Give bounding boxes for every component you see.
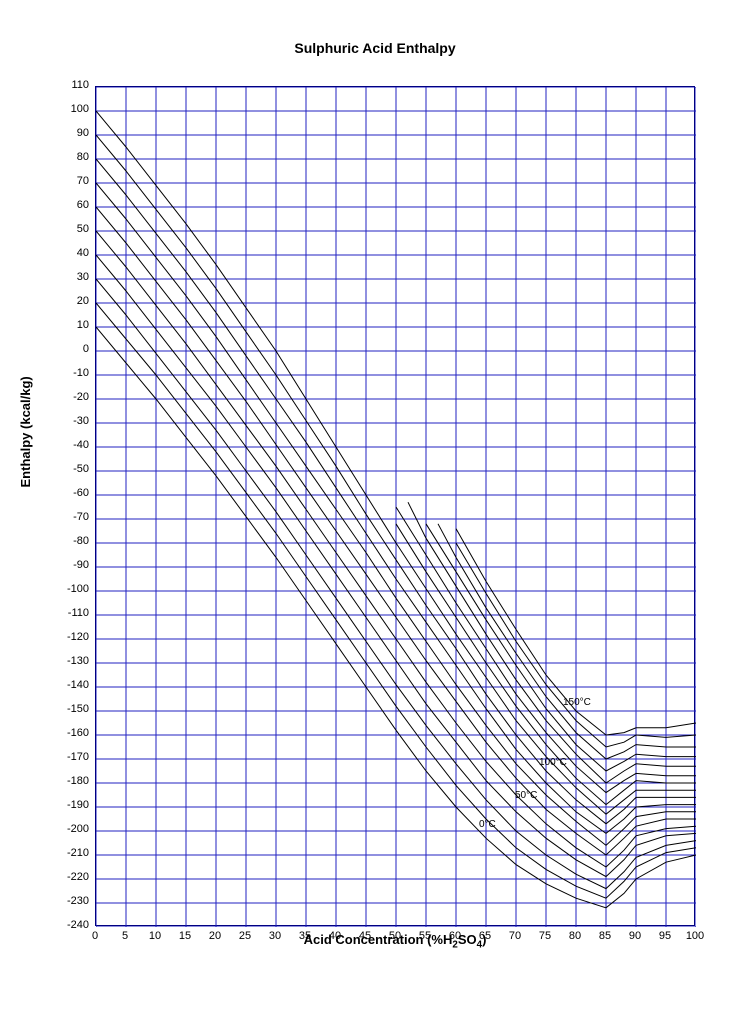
y-tick-label: -150 bbox=[49, 703, 89, 715]
y-tick-label: -100 bbox=[49, 583, 89, 595]
y-tick-label: -140 bbox=[49, 679, 89, 691]
chart-area: Acid Concentration (%H2SO4) -240-230-220… bbox=[95, 86, 750, 951]
y-tick-label: -50 bbox=[49, 463, 89, 475]
y-tick-label: -170 bbox=[49, 751, 89, 763]
y-tick-label: 100 bbox=[49, 103, 89, 115]
x-tick-label: 20 bbox=[203, 930, 227, 942]
x-tick-label: 50 bbox=[383, 930, 407, 942]
y-tick-label: 70 bbox=[49, 175, 89, 187]
x-tick-label: 40 bbox=[323, 930, 347, 942]
x-tick-label: 90 bbox=[623, 930, 647, 942]
y-tick-label: -180 bbox=[49, 775, 89, 787]
x-tick-label: 75 bbox=[533, 930, 557, 942]
y-tick-label: -40 bbox=[49, 439, 89, 451]
x-tick-label: 0 bbox=[83, 930, 107, 942]
y-tick-label: -90 bbox=[49, 559, 89, 571]
x-tick-label: 10 bbox=[143, 930, 167, 942]
x-tick-label: 85 bbox=[593, 930, 617, 942]
y-tick-label: 110 bbox=[49, 79, 89, 91]
series-annotation: 50°C bbox=[515, 790, 537, 801]
y-tick-label: 60 bbox=[49, 199, 89, 211]
y-tick-label: -30 bbox=[49, 415, 89, 427]
x-tick-label: 95 bbox=[653, 930, 677, 942]
series-140°C bbox=[438, 524, 696, 759]
y-tick-label: 80 bbox=[49, 151, 89, 163]
y-tick-label: 30 bbox=[49, 271, 89, 283]
chart-title: Sulphuric Acid Enthalpy bbox=[0, 40, 750, 56]
series-120°C bbox=[408, 502, 696, 783]
y-tick-label: -10 bbox=[49, 367, 89, 379]
y-tick-label: -230 bbox=[49, 895, 89, 907]
y-tick-label: -200 bbox=[49, 823, 89, 835]
y-tick-label: -190 bbox=[49, 799, 89, 811]
x-tick-label: 15 bbox=[173, 930, 197, 942]
x-tick-label: 5 bbox=[113, 930, 137, 942]
plot-svg bbox=[96, 87, 696, 927]
x-tick-label: 30 bbox=[263, 930, 287, 942]
x-tick-label: 25 bbox=[233, 930, 257, 942]
y-tick-label: -120 bbox=[49, 631, 89, 643]
y-tick-label: 50 bbox=[49, 223, 89, 235]
y-tick-label: -70 bbox=[49, 511, 89, 523]
series-annotation: 100°C bbox=[539, 757, 567, 768]
y-tick-label: -110 bbox=[49, 607, 89, 619]
y-tick-label: 90 bbox=[49, 127, 89, 139]
x-tick-label: 100 bbox=[683, 930, 707, 942]
series-annotation: 150°C bbox=[563, 697, 591, 708]
x-tick-label: 55 bbox=[413, 930, 437, 942]
x-tick-label: 60 bbox=[443, 930, 467, 942]
y-tick-label: 20 bbox=[49, 295, 89, 307]
series-annotation: 0°C bbox=[479, 819, 496, 830]
y-tick-label: -80 bbox=[49, 535, 89, 547]
x-tick-label: 65 bbox=[473, 930, 497, 942]
y-tick-label: -220 bbox=[49, 871, 89, 883]
y-tick-label: -160 bbox=[49, 727, 89, 739]
y-tick-label: -60 bbox=[49, 487, 89, 499]
x-tick-label: 80 bbox=[563, 930, 587, 942]
y-tick-label: 0 bbox=[49, 343, 89, 355]
y-tick-label: 10 bbox=[49, 319, 89, 331]
chart-page: Sulphuric Acid Enthalpy Enthalpy (kcal/k… bbox=[0, 0, 750, 1021]
y-tick-label: -20 bbox=[49, 391, 89, 403]
plot-area bbox=[95, 86, 695, 926]
y-tick-label: 40 bbox=[49, 247, 89, 259]
y-tick-label: -210 bbox=[49, 847, 89, 859]
y-tick-label: -130 bbox=[49, 655, 89, 667]
y-axis-label: Enthalpy (kcal/kg) bbox=[18, 376, 33, 487]
x-tick-label: 35 bbox=[293, 930, 317, 942]
x-tick-label: 45 bbox=[353, 930, 377, 942]
x-tick-label: 70 bbox=[503, 930, 527, 942]
